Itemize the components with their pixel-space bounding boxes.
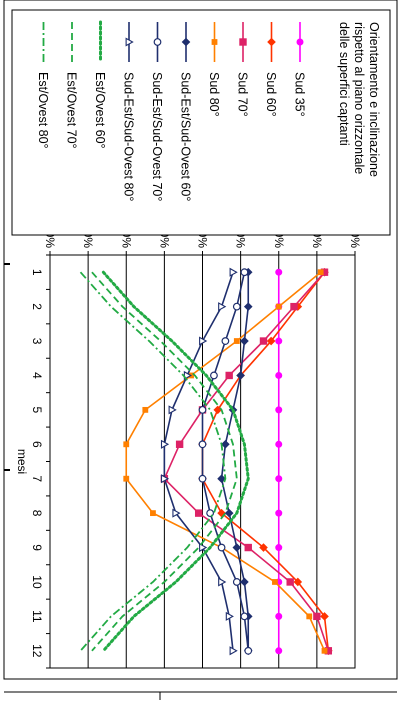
data-point: [124, 476, 129, 481]
legend-label: Est/Ovest 70°: [65, 72, 79, 149]
x-tick-label: 9: [30, 544, 44, 551]
data-point: [276, 510, 282, 516]
data-point: [276, 648, 282, 654]
legend-label: Est/Ovest 80°: [36, 72, 50, 149]
data-point: [276, 338, 282, 344]
legend-marker: [297, 39, 303, 45]
data-point: [314, 613, 320, 619]
chart-rotated-canvas: 40%50%60%70%80%90%100%110%120%1234567891…: [12, 10, 390, 668]
x-tick-label: 1: [30, 269, 44, 276]
data-point: [124, 442, 129, 447]
legend-label: Sud 60°: [264, 72, 278, 117]
legend-label: Est/Ovest 60°: [93, 72, 107, 149]
x-axis-label: mesi: [15, 449, 29, 474]
data-point: [276, 476, 282, 482]
data-point: [287, 579, 293, 585]
data-point: [199, 475, 206, 482]
legend-label: Sud 70°: [236, 72, 250, 117]
x-tick-label: 12: [30, 644, 44, 658]
x-tick-label: 2: [30, 303, 44, 310]
legend-label: Sud 80°: [207, 72, 221, 117]
legend-label: Sud 35°: [293, 72, 307, 117]
x-tick-label: 6: [30, 441, 44, 448]
legend-label: Sud-Est/Sud-Ovest 70°: [150, 72, 164, 201]
legend-title-line: Orientamento e inclinazione: [367, 22, 381, 177]
data-point: [241, 269, 248, 276]
data-point: [276, 407, 282, 413]
data-point: [276, 269, 282, 275]
data-point: [260, 338, 266, 344]
data-point: [151, 511, 156, 516]
legend-label: Sud-Est/Sud-Ovest 80°: [122, 72, 136, 201]
data-point: [241, 613, 248, 620]
data-point: [291, 303, 297, 309]
x-tick-label: 7: [30, 475, 44, 482]
legend-marker: [154, 39, 161, 46]
data-point: [234, 339, 239, 344]
legend-title-line: rispetto al piano orizzontale: [352, 22, 366, 174]
x-tick-label: 3: [30, 338, 44, 345]
chart-root: 40%50%60%70%80%90%100%110%120%1234567891…: [12, 10, 390, 668]
data-point: [222, 338, 229, 345]
data-point: [276, 545, 282, 551]
x-tick-label: 5: [30, 407, 44, 414]
data-point: [307, 614, 312, 619]
data-point: [211, 372, 218, 379]
x-tick-label: 10: [30, 575, 44, 589]
data-point: [273, 580, 278, 585]
legend-label: Sud-Est/Sud-Ovest 60°: [179, 72, 193, 201]
data-point: [199, 407, 206, 414]
data-point: [226, 372, 232, 378]
data-point: [218, 544, 225, 551]
data-point: [245, 544, 251, 550]
legend-marker: [212, 40, 217, 45]
data-point: [234, 303, 241, 310]
data-point: [276, 441, 282, 447]
data-point: [143, 407, 148, 412]
data-point: [195, 510, 201, 516]
legend-title-line: delle superfici captanti: [337, 22, 351, 146]
data-point: [322, 648, 327, 653]
data-point: [276, 372, 282, 378]
data-point: [318, 270, 323, 275]
data-point: [234, 579, 241, 586]
x-tick-label: 4: [30, 372, 44, 379]
x-tick-label: 8: [30, 510, 44, 517]
data-point: [276, 304, 281, 309]
legend-marker: [240, 39, 246, 45]
x-tick-label: 11: [30, 610, 44, 623]
data-point: [276, 613, 282, 619]
data-point: [245, 647, 252, 654]
data-point: [199, 441, 206, 448]
data-point: [176, 441, 182, 447]
